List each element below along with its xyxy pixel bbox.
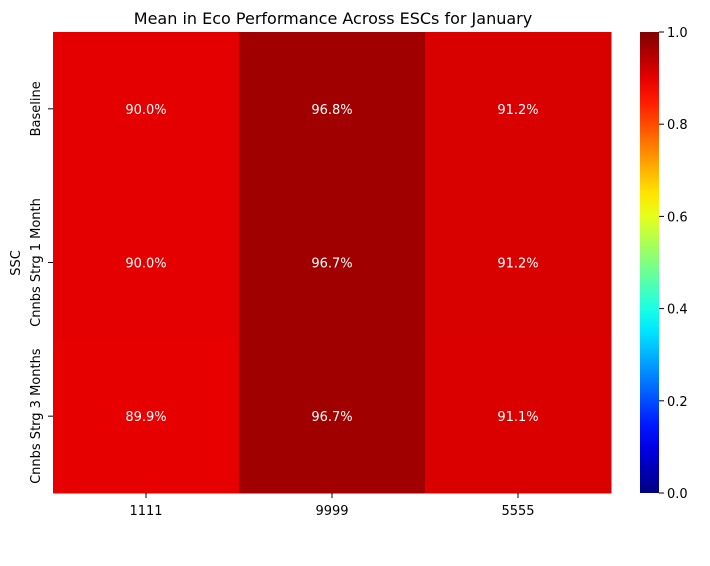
colorbar-tick-label: 0.8 <box>667 118 688 133</box>
cell-value-label: 96.7% <box>311 257 352 272</box>
heatmap-cell <box>53 339 240 494</box>
y-tick-label: Cnnbs Strg 1 Month <box>29 198 44 327</box>
x-tick-label: 9999 <box>315 504 348 519</box>
colorbar-tick-label: 0.0 <box>667 487 688 502</box>
x-axis-ticks: 1111 9999 5555 <box>129 493 535 519</box>
colorbar-tick-label: 0.4 <box>667 303 688 318</box>
colorbar <box>640 32 659 493</box>
cell-value-label: 96.7% <box>311 410 352 425</box>
colorbar-tick-label: 1.0 <box>667 26 688 41</box>
cell-value-label: 89.9% <box>125 410 166 425</box>
y-tick-label: Baseline <box>29 81 44 136</box>
colorbar-tick-label: 0.2 <box>667 395 688 410</box>
y-axis-label: SSC <box>9 250 24 276</box>
chart-title: Mean in Eco Performance Across ESCs for … <box>134 9 532 28</box>
heatmap-cell-labels: 90.0% 96.8% 91.2% 90.0% 96.7% 91.2% 89.9% 96.7%… <box>125 103 538 425</box>
heatmap-cell <box>425 339 612 494</box>
x-tick-label: 1111 <box>129 504 162 519</box>
cell-value-label: 91.2% <box>497 103 538 118</box>
y-tick-label: Cnnbs Strg 3 Months <box>29 348 44 484</box>
heatmap-cell <box>239 32 426 187</box>
cell-value-label: 96.8% <box>311 103 352 118</box>
cell-value-label: 90.0% <box>125 103 166 118</box>
x-tick-label: 5555 <box>501 504 534 519</box>
cell-value-label: 90.0% <box>125 257 166 272</box>
colorbar-tick-label: 0.6 <box>667 210 688 225</box>
heatmap-cell <box>239 185 426 340</box>
heatmap-cells <box>53 32 612 494</box>
heatmap-cell <box>425 32 612 187</box>
cell-value-label: 91.2% <box>497 257 538 272</box>
y-axis-ticks: Baseline Cnnbs Strg 1 Month Cnnbs Strg 3 M… <box>29 81 53 484</box>
heatmap-cell <box>239 339 426 494</box>
colorbar-ticks: 0.0 0.2 0.4 0.6 0.8 1.0 <box>659 26 688 502</box>
heatmap-cell <box>425 185 612 340</box>
heatmap-cell <box>53 185 240 340</box>
cell-value-label: 91.1% <box>497 410 538 425</box>
heatmap-cell <box>53 32 240 187</box>
